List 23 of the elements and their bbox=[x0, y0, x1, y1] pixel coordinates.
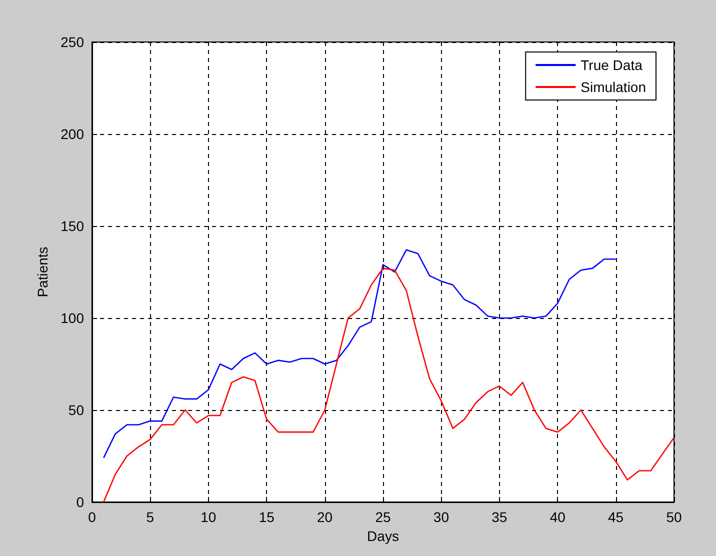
y-tick-label: 250 bbox=[60, 34, 84, 50]
y-tick-label: 0 bbox=[76, 494, 84, 510]
x-tick-label: 15 bbox=[258, 509, 275, 525]
x-tick-label: 5 bbox=[146, 509, 154, 525]
y-axis-title: Patients bbox=[34, 246, 51, 298]
y-tick-label: 100 bbox=[60, 310, 84, 326]
x-tick-label: 45 bbox=[608, 509, 624, 525]
x-tick-label: 40 bbox=[550, 509, 566, 525]
legend-label: True Data bbox=[580, 57, 643, 73]
x-tick-label: 10 bbox=[200, 509, 216, 525]
y-tick-label: 150 bbox=[60, 218, 84, 234]
y-tick-label: 200 bbox=[60, 126, 84, 142]
x-tick-label: 35 bbox=[492, 509, 508, 525]
y-tick-label: 50 bbox=[68, 402, 84, 418]
line-series bbox=[102, 268, 675, 503]
x-tick-label: 0 bbox=[88, 509, 96, 525]
x-axis-title: Days bbox=[367, 528, 399, 544]
x-tick-label: 25 bbox=[375, 509, 391, 525]
x-tick-label: 20 bbox=[317, 509, 333, 525]
x-tick-label: 30 bbox=[433, 509, 450, 525]
legend-label: Simulation bbox=[580, 79, 646, 95]
x-tick-label: 50 bbox=[666, 509, 682, 525]
line-series bbox=[102, 249, 616, 458]
